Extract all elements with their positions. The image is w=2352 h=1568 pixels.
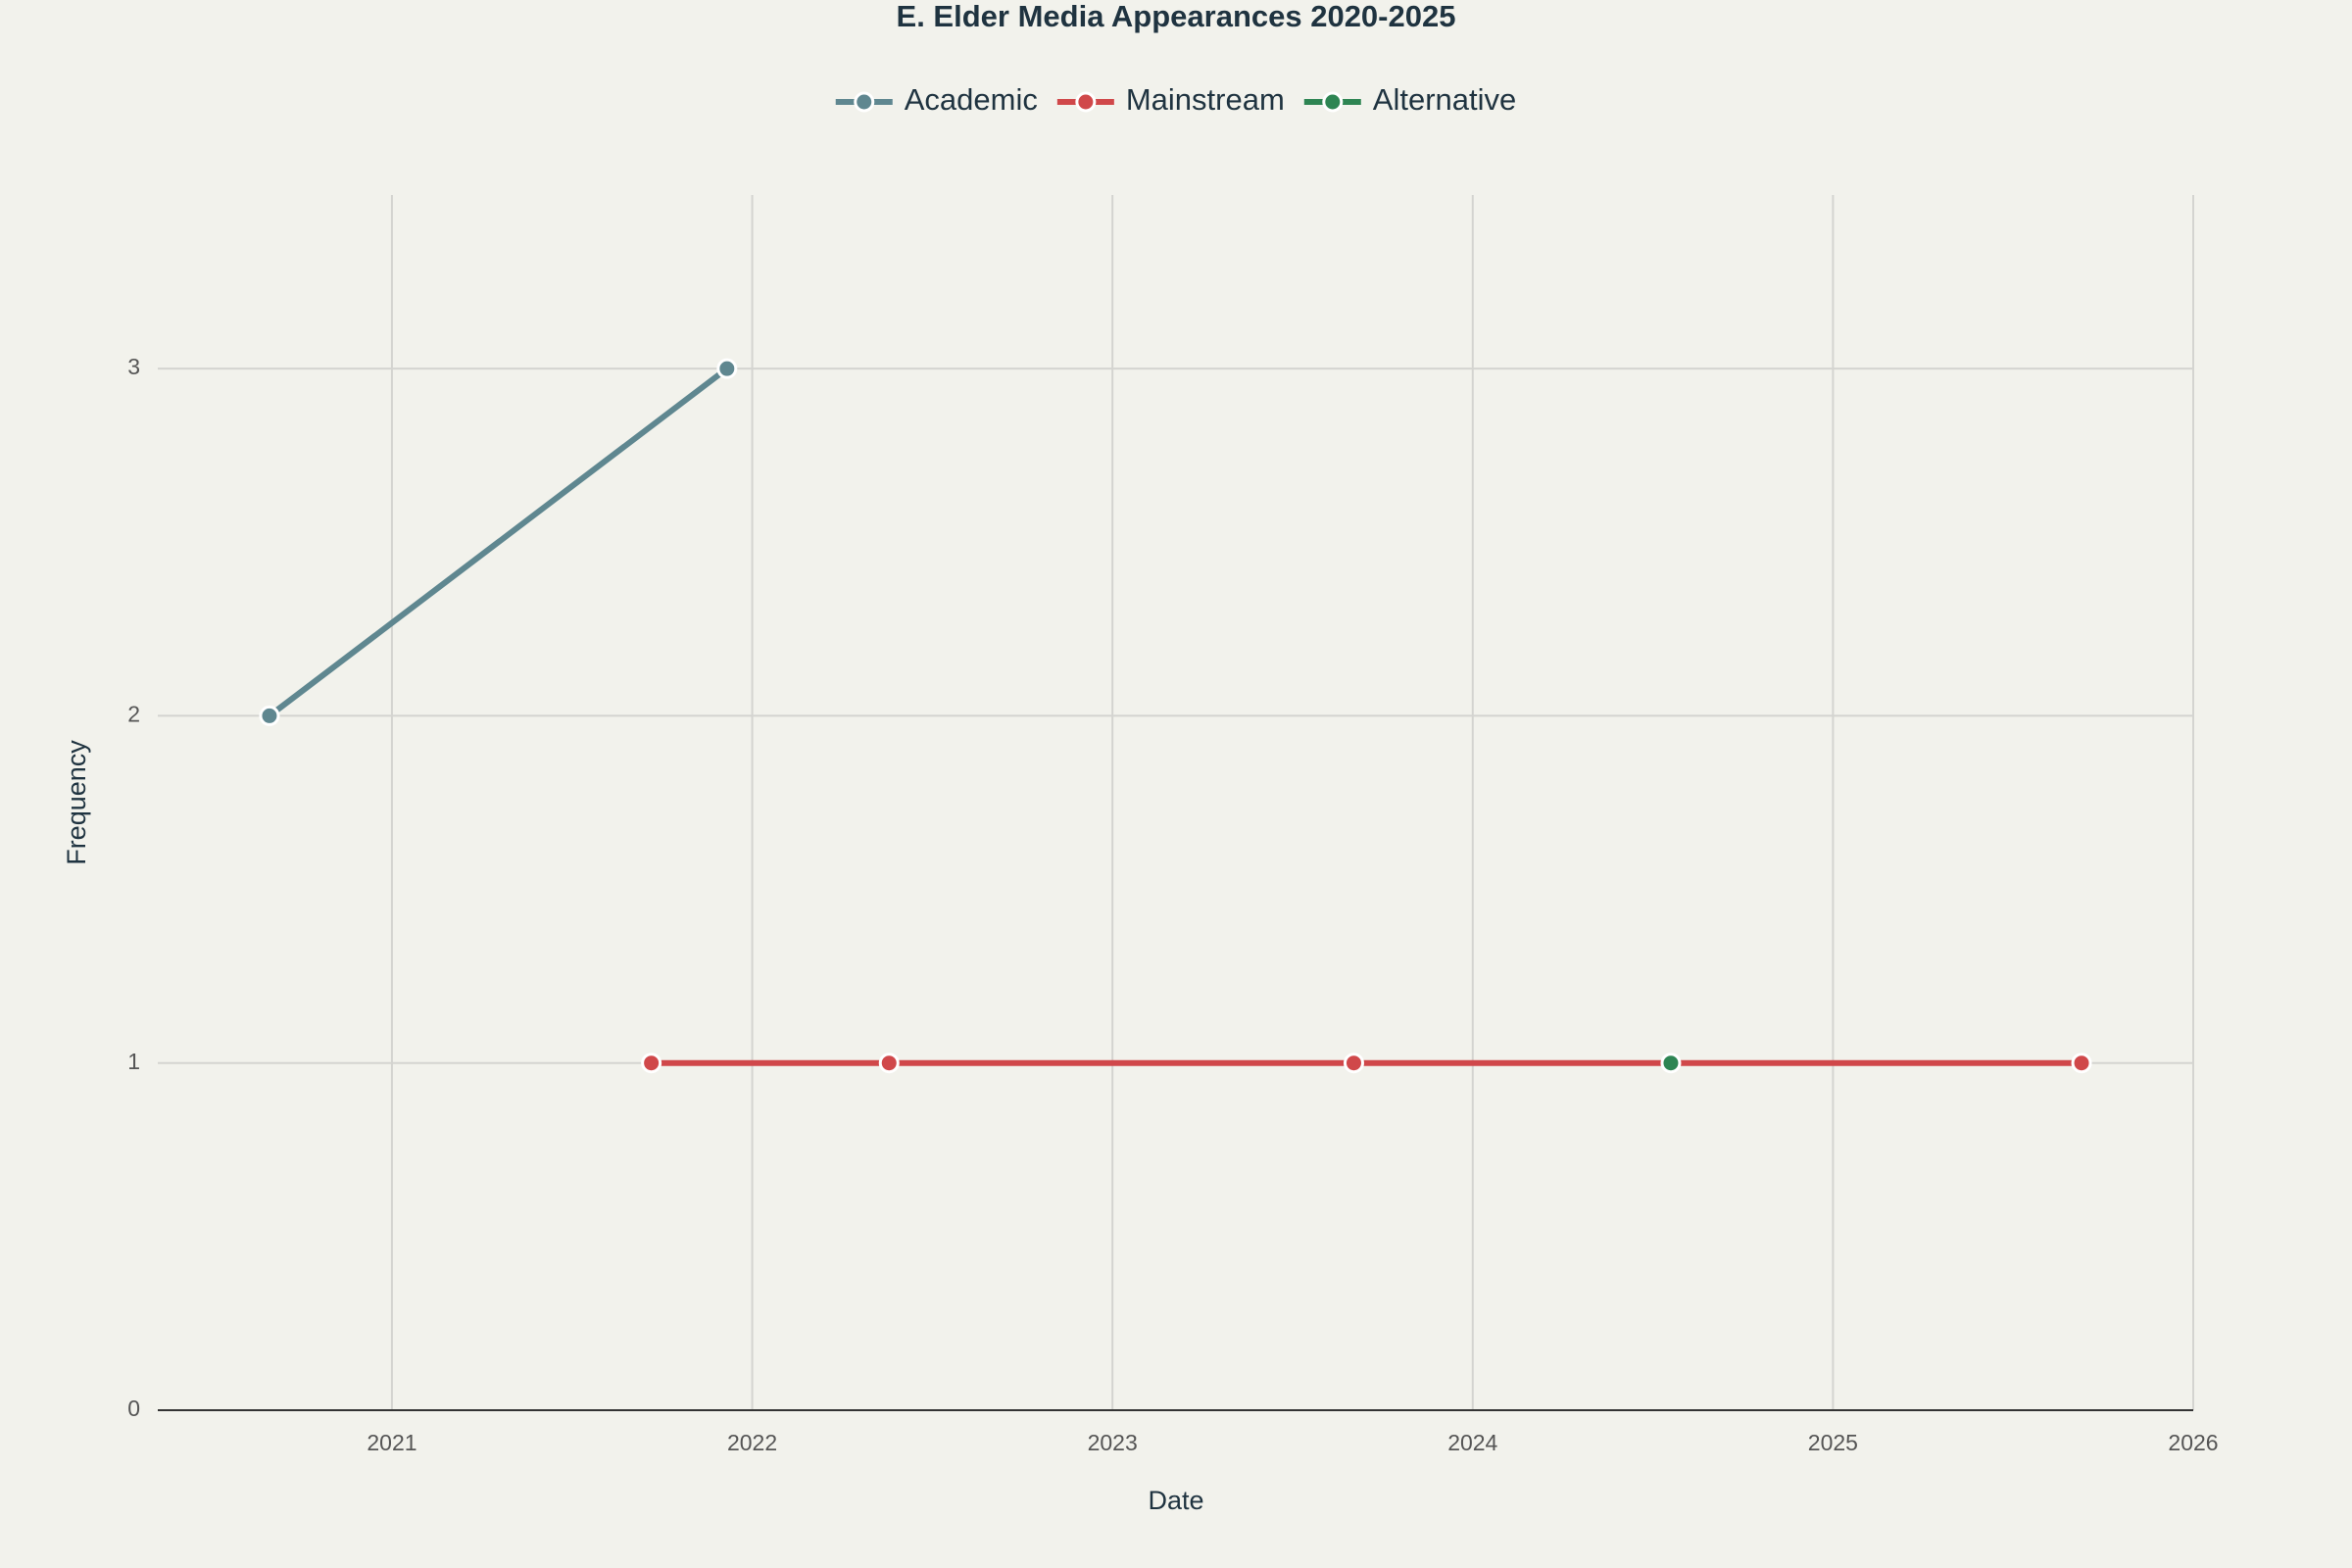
x-axis-title: Date: [1148, 1486, 1203, 1515]
data-point: [2071, 1053, 2092, 1074]
y-tick-label: 2: [127, 702, 140, 727]
legend-swatch-marker: [1075, 91, 1097, 113]
x-tick-label: 2025: [1808, 1430, 1858, 1455]
legend-item: Mainstream: [1056, 82, 1285, 117]
x-tick-label: 2024: [1447, 1430, 1497, 1455]
data-point: [1343, 1053, 1364, 1074]
legend-label: Alternative: [1373, 82, 1516, 117]
data-point: [259, 705, 280, 726]
data-point: [1660, 1053, 1682, 1074]
y-tick-label: 3: [127, 354, 140, 379]
y-tick-label: 1: [127, 1049, 140, 1074]
data-point: [878, 1053, 900, 1074]
x-tick-label: 2022: [727, 1430, 777, 1455]
x-tick-label: 2021: [367, 1430, 416, 1455]
x-tick-label: 2023: [1088, 1430, 1138, 1455]
legend-label: Academic: [905, 82, 1038, 117]
legend-item: Academic: [835, 82, 1038, 117]
data-point: [641, 1053, 662, 1074]
y-axis-title: Frequency: [62, 740, 91, 865]
data-point: [716, 358, 738, 379]
y-tick-label: 0: [127, 1396, 140, 1421]
series-line: [268, 366, 729, 718]
chart-title: E. Elder Media Appearances 2020-2025: [897, 0, 1456, 33]
legend-swatch-marker: [854, 91, 875, 113]
legend-item: Alternative: [1303, 82, 1516, 117]
legend: Academic Mainstream Alternative: [835, 82, 1516, 117]
plot-area: [259, 358, 2092, 1074]
legend-label: Mainstream: [1126, 82, 1285, 117]
grid: 0 1 2 3 2021 2022 2023 2024 2025 2026: [127, 195, 2219, 1455]
legend-swatch-marker: [1322, 91, 1344, 113]
x-tick-label: 2026: [2168, 1430, 2218, 1455]
